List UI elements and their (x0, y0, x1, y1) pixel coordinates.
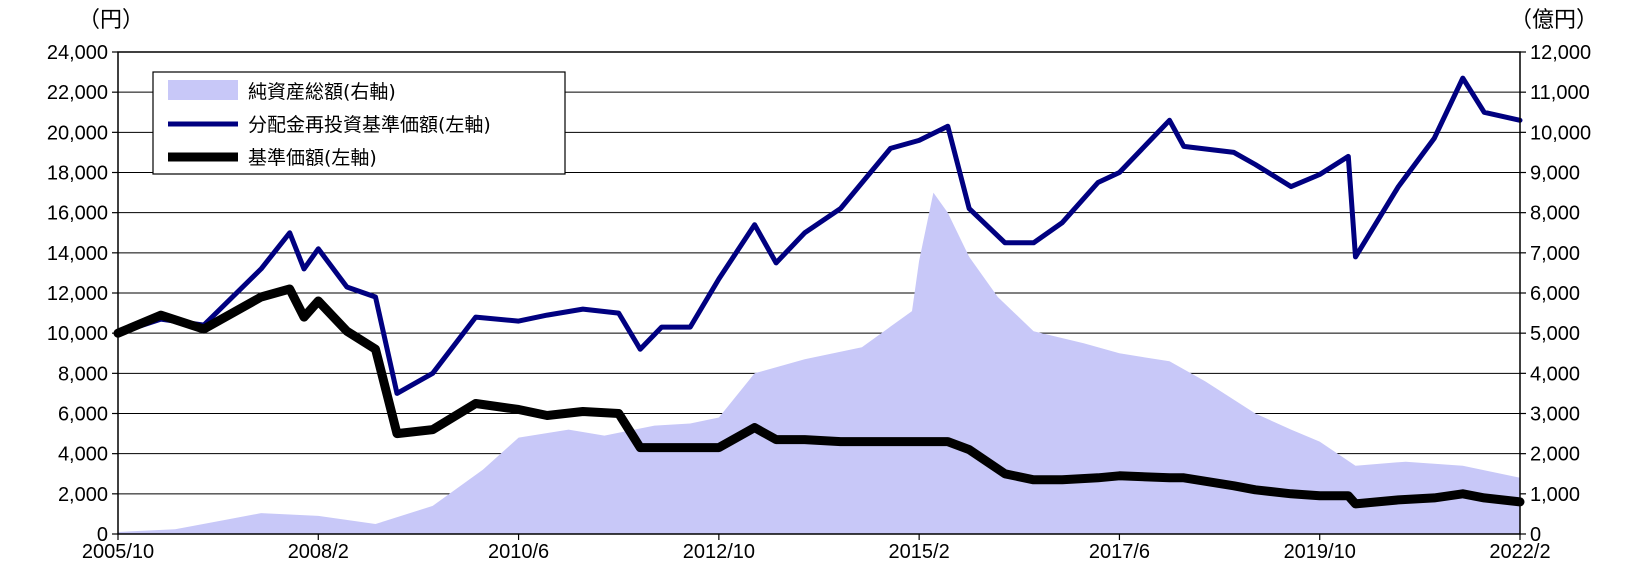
right-tick-label: 0 (1530, 524, 1541, 546)
series-net-assets (118, 192, 1520, 534)
x-tick-label: 2022/2 (1489, 541, 1550, 563)
left-tick-label: 16,000 (47, 203, 108, 225)
x-tick-label: 2017/6 (1089, 541, 1150, 563)
x-tick-label: 2019/10 (1284, 541, 1356, 563)
left-tick-label: 2,000 (58, 484, 108, 506)
left-tick-label: 0 (97, 524, 108, 546)
left-tick-label: 10,000 (47, 323, 108, 345)
right-tick-label: 6,000 (1530, 283, 1580, 305)
x-tick-label: 2008/2 (288, 541, 349, 563)
left-tick-label: 12,000 (47, 283, 108, 305)
left-tick-label: 24,000 (47, 42, 108, 64)
left-tick-label: 14,000 (47, 243, 108, 265)
legend: 純資産総額(右軸) 分配金再投資基準価額(左軸) 基準価額(左軸) (152, 71, 566, 175)
x-tick-label: 2012/10 (683, 541, 755, 563)
right-axis: 0 1,000 2,000 3,000 4,000 5,000 6,000 7,000 8,00… (1520, 42, 1591, 546)
x-tick-label: 2015/2 (889, 541, 950, 563)
x-tick-label: 2005/10 (82, 541, 154, 563)
area-layer (118, 192, 1520, 534)
right-axis-unit: （億円） (1510, 8, 1598, 33)
right-tick-label: 10,000 (1530, 122, 1591, 144)
right-tick-label: 3,000 (1530, 404, 1580, 426)
left-tick-label: 6,000 (58, 404, 108, 426)
right-tick-label: 7,000 (1530, 243, 1580, 265)
left-tick-label: 4,000 (58, 444, 108, 466)
left-tick-label: 20,000 (47, 122, 108, 144)
legend-label-reinvested: 分配金再投資基準価額(左軸) (248, 114, 491, 136)
right-tick-label: 4,000 (1530, 363, 1580, 385)
series-reinvested (115, 75, 1523, 396)
left-axis: 0 2,000 4,000 6,000 8,000 10,000 12,000 14,000 1… (47, 42, 118, 546)
left-axis-unit: （円） (78, 8, 144, 33)
right-tick-label: 5,000 (1530, 323, 1580, 345)
x-tick-label: 2010/6 (488, 541, 549, 563)
right-tick-label: 9,000 (1530, 163, 1580, 185)
right-tick-label: 11,000 (1530, 82, 1590, 104)
right-tick-label: 12,000 (1530, 42, 1591, 64)
left-tick-label: 18,000 (47, 163, 108, 185)
left-tick-label: 22,000 (47, 82, 108, 104)
legend-label-nav: 基準価額(左軸) (248, 147, 377, 169)
legend-swatch-net-assets (168, 80, 238, 100)
left-tick-label: 8,000 (58, 363, 108, 385)
legend-label-net-assets: 純資産総額(右軸) (248, 81, 396, 103)
right-tick-label: 2,000 (1530, 444, 1580, 466)
line-layer (113, 75, 1525, 509)
x-axis: 2005/10 2008/2 2010/6 2012/10 2015/2 2017/6 20… (82, 534, 1551, 563)
right-tick-label: 1,000 (1530, 484, 1580, 506)
right-tick-label: 8,000 (1530, 203, 1580, 225)
series-nav (113, 284, 1525, 509)
